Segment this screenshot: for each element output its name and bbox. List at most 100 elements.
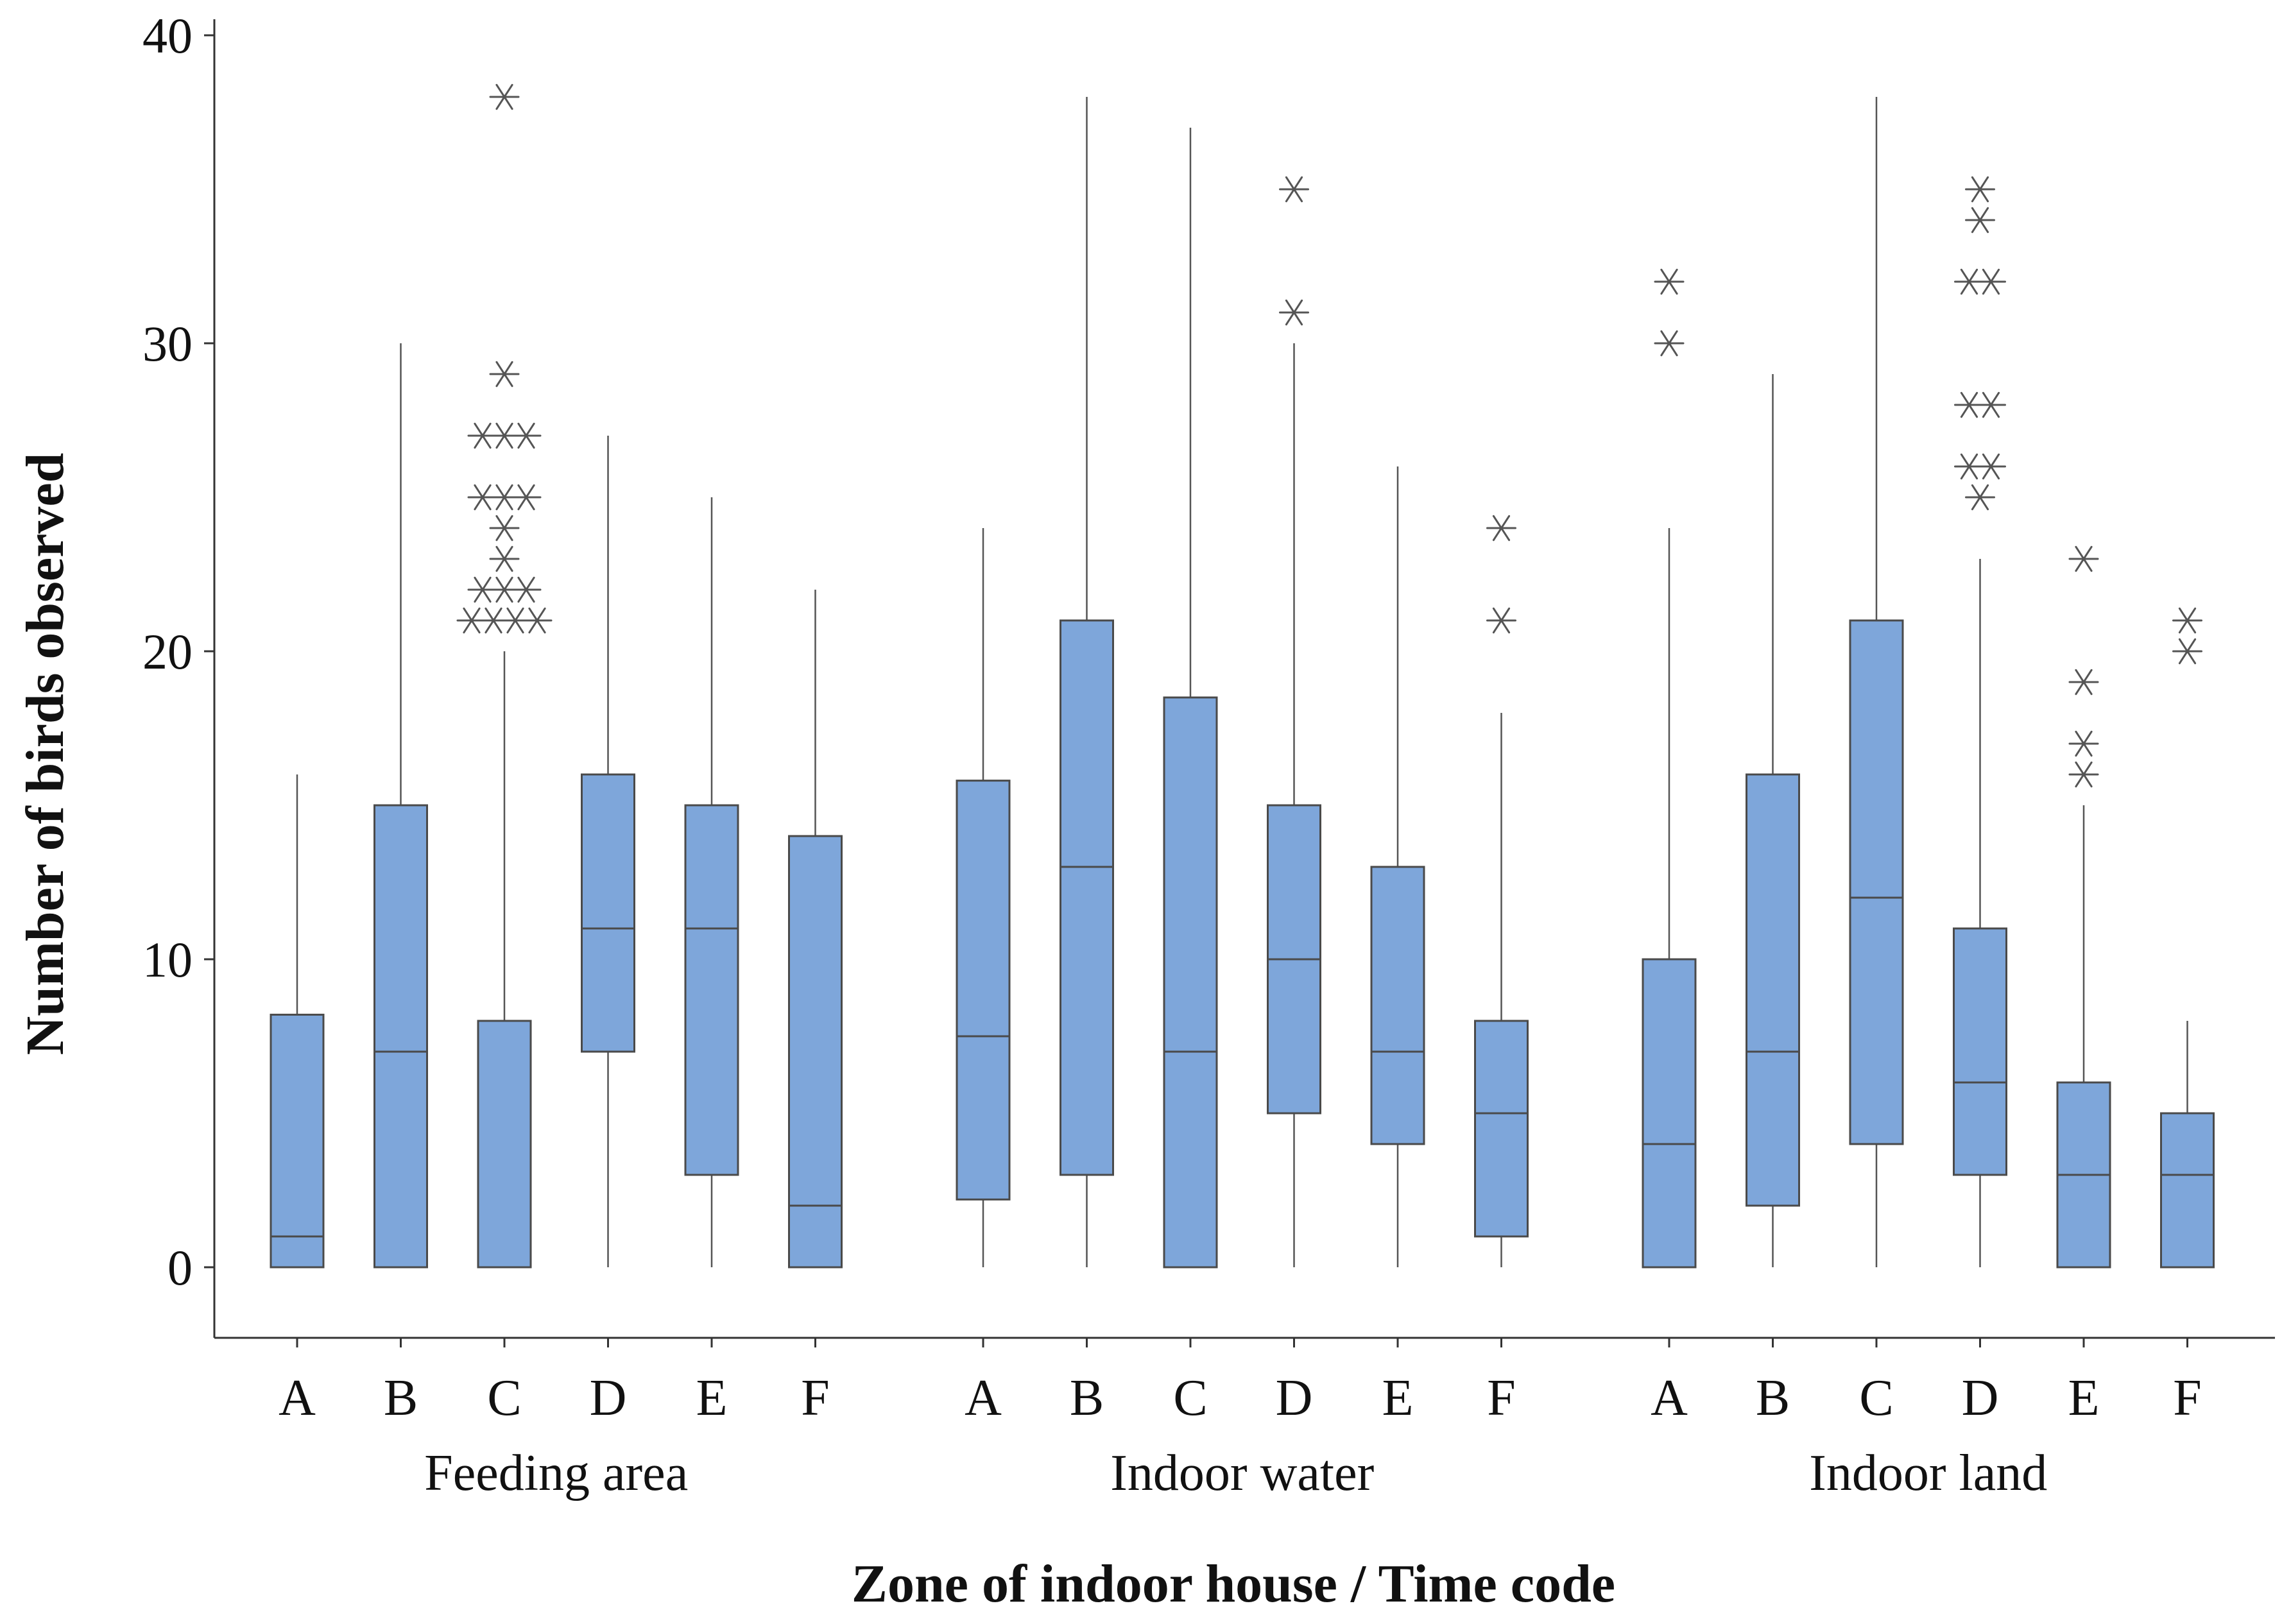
outlier-stroke bbox=[1285, 176, 1303, 203]
outlier-stroke bbox=[2075, 761, 2093, 788]
category-label: B bbox=[384, 1370, 418, 1426]
outlier-marker bbox=[489, 361, 520, 388]
box-body bbox=[581, 773, 635, 1053]
outlier-stroke bbox=[1971, 207, 1989, 234]
y-ticks: 0 10 20 30 40 bbox=[142, 8, 214, 1295]
outlier-stroke bbox=[1660, 268, 1678, 295]
x-axis-title: Zone of indoor house / Time code bbox=[852, 1554, 1615, 1614]
outlier-marker bbox=[489, 545, 520, 572]
outlier-stroke bbox=[495, 545, 513, 572]
outlier-stroke bbox=[517, 484, 535, 511]
box-0-C bbox=[456, 83, 553, 1269]
y-tick-label: 40 bbox=[142, 8, 193, 64]
outlier-stroke bbox=[474, 576, 492, 603]
axes bbox=[213, 19, 2275, 1339]
outlier-stroke bbox=[2075, 545, 2093, 572]
box-body bbox=[1163, 696, 1218, 1269]
box-0-D bbox=[581, 436, 635, 1267]
box-2-C bbox=[1849, 97, 1904, 1267]
outlier-stroke bbox=[1492, 515, 1511, 542]
outlier-stroke bbox=[1960, 453, 1978, 480]
outlier-marker bbox=[1279, 299, 1309, 326]
category-label: C bbox=[487, 1370, 521, 1426]
category-label: F bbox=[801, 1370, 830, 1426]
outlier-marker bbox=[511, 484, 542, 511]
outlier-stroke bbox=[495, 576, 513, 603]
box-body bbox=[788, 835, 843, 1269]
outlier-stroke bbox=[517, 576, 535, 603]
outlier-stroke bbox=[495, 83, 513, 110]
box-body bbox=[1849, 619, 1904, 1145]
outlier-stroke bbox=[495, 361, 513, 388]
box-body bbox=[2160, 1112, 2215, 1269]
outlier-stroke bbox=[1982, 453, 2000, 480]
category-label: E bbox=[1382, 1370, 1414, 1426]
category-label: D bbox=[1962, 1370, 1999, 1426]
outlier-marker bbox=[511, 576, 542, 603]
outlier-stroke bbox=[1492, 607, 1511, 634]
box-2-E bbox=[2056, 545, 2111, 1269]
outlier-stroke bbox=[2075, 730, 2093, 757]
box-2-F bbox=[2160, 607, 2215, 1269]
category-label: B bbox=[1070, 1370, 1104, 1426]
outlier-stroke bbox=[2178, 638, 2197, 665]
outlier-stroke bbox=[474, 422, 492, 449]
outlier-stroke bbox=[528, 607, 546, 634]
outlier-stroke bbox=[474, 484, 492, 511]
box-body bbox=[1370, 866, 1425, 1145]
outlier-stroke bbox=[2178, 607, 2197, 634]
outlier-stroke bbox=[495, 422, 513, 449]
category-label: D bbox=[590, 1370, 627, 1426]
outlier-stroke bbox=[506, 607, 524, 634]
category-label: F bbox=[1487, 1370, 1516, 1426]
box-1-B bbox=[1060, 97, 1114, 1267]
outlier-marker bbox=[1976, 453, 2006, 480]
outlier-marker bbox=[1965, 484, 1995, 511]
box-body bbox=[477, 1020, 532, 1269]
category-label: C bbox=[1859, 1370, 1893, 1426]
box-1-C bbox=[1163, 128, 1218, 1269]
outlier-stroke bbox=[1971, 484, 1989, 511]
box-1-A bbox=[956, 528, 1011, 1267]
category-label: A bbox=[1651, 1370, 1688, 1426]
box-body bbox=[1746, 773, 1800, 1207]
outlier-stroke bbox=[1660, 330, 1678, 357]
category-label: F bbox=[2173, 1370, 2202, 1426]
y-tick-label: 30 bbox=[142, 316, 193, 372]
box-body bbox=[270, 1013, 325, 1269]
outlier-stroke bbox=[495, 515, 513, 542]
y-tick-label: 10 bbox=[142, 932, 193, 987]
outlier-marker bbox=[2068, 730, 2099, 757]
box-1-F bbox=[1474, 515, 1529, 1267]
category-label: A bbox=[965, 1370, 1002, 1426]
outlier-stroke bbox=[1982, 268, 2000, 295]
box-2-D bbox=[1953, 176, 2007, 1267]
outlier-stroke bbox=[517, 422, 535, 449]
outlier-marker bbox=[489, 83, 520, 110]
outlier-marker bbox=[1976, 391, 2006, 418]
outlier-stroke bbox=[1285, 299, 1303, 326]
box-1-D bbox=[1267, 176, 1321, 1267]
boxes bbox=[270, 83, 2215, 1269]
x-labels: A B C D E F Feeding area A B C D E F Indoor water A B C D… bbox=[279, 1338, 2202, 1501]
y-axis-title: Number of birds observed bbox=[15, 453, 75, 1056]
outlier-stroke bbox=[463, 607, 481, 634]
outlier-marker bbox=[1976, 268, 2006, 295]
category-label: E bbox=[2068, 1370, 2100, 1426]
box-0-B bbox=[373, 343, 428, 1269]
category-label: C bbox=[1173, 1370, 1207, 1426]
outlier-stroke bbox=[1960, 391, 1978, 418]
outlier-marker bbox=[522, 607, 553, 634]
category-label: B bbox=[1756, 1370, 1790, 1426]
outlier-marker bbox=[1965, 207, 1995, 234]
outlier-marker bbox=[1965, 176, 1995, 203]
outlier-marker bbox=[511, 422, 542, 449]
outlier-marker bbox=[2068, 545, 2099, 572]
outlier-marker bbox=[489, 515, 520, 542]
outlier-marker bbox=[2172, 638, 2202, 665]
outlier-stroke bbox=[2075, 669, 2093, 696]
box-0-A bbox=[270, 774, 325, 1269]
category-label: A bbox=[279, 1370, 316, 1426]
outlier-marker bbox=[1279, 176, 1309, 203]
